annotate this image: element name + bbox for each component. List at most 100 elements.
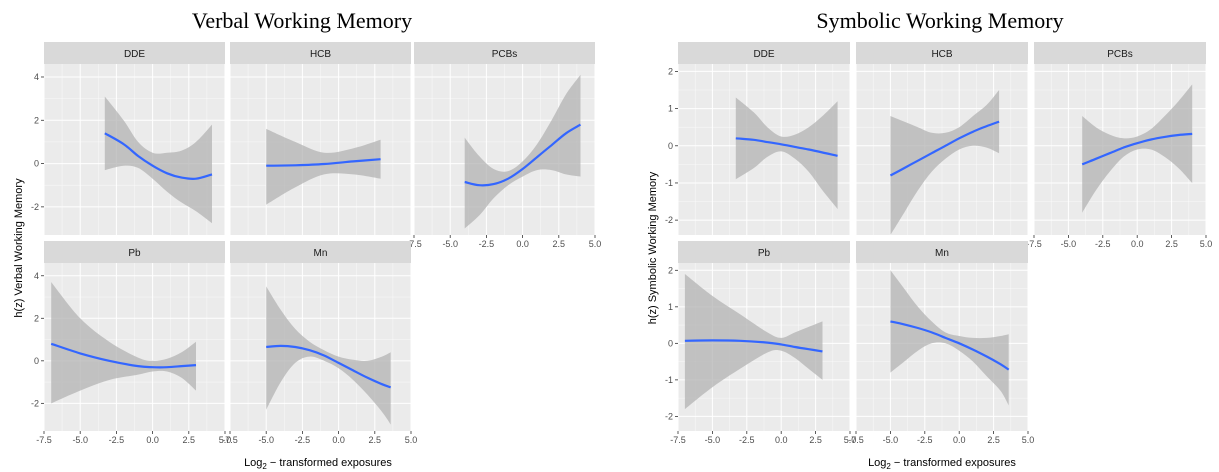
- fig2-pcbs-strip-label: PCBs: [1107, 49, 1133, 60]
- fig1-pcbs-panel: PCBs -7.5 -5.0 -2.5 0.0 2.5 5.0: [406, 42, 601, 249]
- fig2-mn-strip-label: Mn: [935, 248, 949, 259]
- y-tick-label: -1: [665, 178, 673, 188]
- x-tick-label: 2.5: [183, 435, 196, 445]
- fig2-dde-confidence-band: [735, 97, 838, 209]
- x-tick-label: -5.0: [705, 435, 721, 445]
- x-tick-label: -7.5: [222, 435, 238, 445]
- fig2-dde-strip: [678, 42, 850, 64]
- fig1-pcbs-strip: [414, 42, 595, 64]
- x-tick-label: 5.0: [1200, 239, 1213, 249]
- y-axis-title-left: h(z) Verbal Working Memory: [13, 178, 25, 318]
- x-tick-label: 0.0: [516, 239, 529, 249]
- fig2-pb-strip-label: Pb: [758, 248, 771, 259]
- y-tick-label: 1: [668, 302, 673, 312]
- fig2-pcbs-panel: PCBs -7.5 -5.0 -2.5 0.0 2.5 5.0: [1026, 42, 1212, 249]
- fig1-pcbs-confidence-band: [464, 74, 581, 229]
- fig1-dde-strip-label: DDE: [124, 49, 145, 60]
- x-tick-label: -7.5: [848, 435, 864, 445]
- y-tick-label: 0: [34, 159, 39, 169]
- x-tick-label: -2.5: [739, 435, 755, 445]
- fig2-pb-strip: [678, 241, 850, 263]
- y-tick-label: 4: [34, 72, 39, 82]
- fig1-mn-confidence-band: [266, 286, 391, 425]
- fig2-hcb-fit-line: [889, 120, 1000, 177]
- y-tick-label: 2: [668, 265, 673, 275]
- fig2-pb-panel: Pb -2 -1 0 1 2 -7.5 -5.0 -2.5 0.0 2.5 5.0: [665, 241, 856, 445]
- x-tick-label: -7.5: [36, 435, 52, 445]
- fig1-mn-strip: [230, 241, 411, 263]
- y-axis-title-right: h(z) Symbolic Working Memory: [647, 171, 659, 324]
- x-tick-label: 2.5: [1165, 239, 1178, 249]
- x-tick-label: 0.0: [1131, 239, 1144, 249]
- fig1-hcb-fit-line: [266, 158, 381, 167]
- x-tick-label: 5.0: [405, 435, 418, 445]
- y-tick-label: -1: [665, 375, 673, 385]
- x-tick-label: -5.0: [1061, 239, 1077, 249]
- fig2-mn-fit-line: [890, 320, 1010, 371]
- x-tick-label: 2.5: [987, 435, 1000, 445]
- y-tick-label: -2: [31, 202, 39, 212]
- x-tick-label: 5.0: [1022, 435, 1035, 445]
- x-tick-label: 5.0: [589, 239, 602, 249]
- fig1-pcbs-strip-label: PCBs: [492, 49, 518, 60]
- x-tick-label: -7.5: [406, 239, 422, 249]
- x-tick-label: 2.5: [369, 435, 382, 445]
- y-tick-label: 4: [34, 271, 39, 281]
- x-tick-label: -5.0: [258, 435, 274, 445]
- x-tick-label: 0.0: [775, 435, 788, 445]
- fig1-hcb-confidence-band: [266, 128, 381, 205]
- fig1-hcb-strip: [230, 42, 411, 64]
- x-tick-label: 5.0: [219, 435, 232, 445]
- x-axis-title-right: Log2 − transformed exposures: [868, 457, 1016, 471]
- y-tick-label: 0: [34, 356, 39, 366]
- fig1-pb-strip-label: Pb: [128, 248, 141, 259]
- y-tick-label: 2: [668, 66, 673, 76]
- fig1-pb-panel: Pb -2 0 2 4 -7.5 -5.0 -2.5 0.0 2.5 5.0: [31, 241, 231, 445]
- fig1-mn-strip-label: Mn: [314, 248, 328, 259]
- fig1-dde-confidence-band: [104, 96, 212, 224]
- fig1-mn-fit-line: [266, 344, 392, 389]
- fig2-mn-confidence-band: [890, 270, 1009, 406]
- x-tick-label: -7.5: [670, 435, 686, 445]
- fig1-pb-strip: [44, 241, 225, 263]
- y-tick-label: 2: [34, 313, 39, 323]
- x-tick-label: 5.0: [844, 435, 857, 445]
- fig2-hcb-confidence-band: [890, 90, 1000, 235]
- fig1-hcb-panel: HCB: [229, 42, 412, 235]
- fig1-dde-panel: DDE -2 0 2 4: [31, 42, 226, 235]
- fig2-pb-fit-line: [684, 339, 823, 353]
- fig2-hcb-strip-label: HCB: [931, 49, 952, 60]
- x-tick-label: -5.0: [72, 435, 88, 445]
- x-axis-title-left: Log2 − transformed exposures: [244, 457, 392, 471]
- fig2-hcb-panel: HCB: [855, 42, 1029, 235]
- x-tick-label: -2.5: [295, 435, 311, 445]
- x-tick-label: -2.5: [917, 435, 933, 445]
- fig1-pcbs-fit-line: [464, 123, 582, 187]
- x-tick-label: 2.5: [809, 435, 822, 445]
- fig2-mn-strip: [856, 241, 1028, 263]
- x-tick-label: -2.5: [109, 435, 125, 445]
- fig1-dde-strip: [44, 42, 225, 64]
- x-tick-label: -5.0: [883, 435, 899, 445]
- y-tick-label: 1: [668, 104, 673, 114]
- x-tick-label: -7.5: [1026, 239, 1042, 249]
- x-tick-label: -5.0: [442, 239, 458, 249]
- x-tick-label: -2.5: [479, 239, 495, 249]
- x-tick-label: 0.0: [332, 435, 345, 445]
- fig2-pcbs-strip: [1034, 42, 1206, 64]
- x-tick-label: 0.0: [953, 435, 966, 445]
- y-tick-label: 2: [34, 115, 39, 125]
- y-tick-label: -2: [665, 215, 673, 225]
- fig2-dde-strip-label: DDE: [753, 49, 774, 60]
- fig2-pcbs-fit-line: [1081, 132, 1193, 166]
- fig2-dde-fit-line: [735, 137, 838, 157]
- fig2-pcbs-confidence-band: [1082, 84, 1193, 213]
- chart-title-right: Symbolic Working Memory: [816, 8, 1063, 33]
- y-tick-label: -2: [31, 398, 39, 408]
- y-tick-label: -2: [665, 411, 673, 421]
- chart-title-left: Verbal Working Memory: [192, 8, 412, 33]
- y-tick-label: 0: [668, 141, 673, 151]
- fig1-dde-fit-line: [104, 132, 213, 181]
- x-tick-label: 0.0: [146, 435, 159, 445]
